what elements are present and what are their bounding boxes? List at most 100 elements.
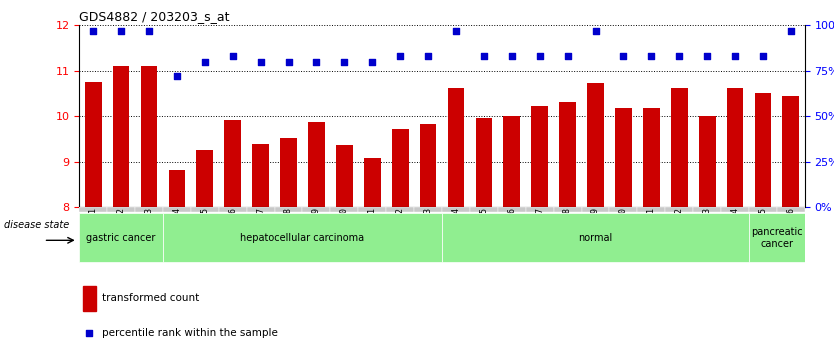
Point <box>394 53 407 59</box>
Bar <box>85 82 102 207</box>
FancyBboxPatch shape <box>107 207 135 212</box>
FancyBboxPatch shape <box>581 207 610 212</box>
Text: GSM1200303: GSM1200303 <box>424 207 433 257</box>
FancyBboxPatch shape <box>191 207 219 212</box>
Point <box>87 28 100 34</box>
Bar <box>113 66 129 207</box>
FancyBboxPatch shape <box>79 207 107 212</box>
FancyBboxPatch shape <box>637 207 666 212</box>
Text: disease state: disease state <box>4 220 69 230</box>
Bar <box>141 66 158 207</box>
Text: transformed count: transformed count <box>103 293 199 303</box>
Text: GSM1200300: GSM1200300 <box>339 207 349 257</box>
FancyBboxPatch shape <box>470 207 498 212</box>
Point <box>616 53 630 59</box>
Point <box>728 53 741 59</box>
Text: GSM1200294: GSM1200294 <box>173 207 182 257</box>
Point <box>143 28 156 34</box>
Point <box>784 28 797 34</box>
FancyBboxPatch shape <box>777 207 805 212</box>
Bar <box>699 116 716 207</box>
Bar <box>615 108 632 207</box>
Point <box>701 53 714 59</box>
FancyBboxPatch shape <box>442 213 749 262</box>
Text: hepatocellular carcinoma: hepatocellular carcinoma <box>240 233 364 243</box>
Bar <box>280 138 297 207</box>
Text: GSM1200301: GSM1200301 <box>368 207 377 257</box>
Bar <box>782 96 799 207</box>
Bar <box>83 286 96 310</box>
FancyBboxPatch shape <box>274 207 303 212</box>
Point <box>338 59 351 65</box>
Text: GSM1200309: GSM1200309 <box>591 207 600 257</box>
Bar <box>224 120 241 207</box>
Text: GSM1200308: GSM1200308 <box>563 207 572 257</box>
Text: GDS4882 / 203203_s_at: GDS4882 / 203203_s_at <box>79 10 229 23</box>
FancyBboxPatch shape <box>721 207 749 212</box>
FancyBboxPatch shape <box>163 213 442 262</box>
FancyBboxPatch shape <box>498 207 525 212</box>
Text: GSM1200312: GSM1200312 <box>675 207 684 257</box>
FancyBboxPatch shape <box>303 207 330 212</box>
Text: GSM1200293: GSM1200293 <box>144 207 153 257</box>
FancyBboxPatch shape <box>414 207 442 212</box>
FancyBboxPatch shape <box>163 207 191 212</box>
Bar <box>726 88 743 207</box>
Bar <box>587 83 604 207</box>
Text: GSM1200291: GSM1200291 <box>88 207 98 257</box>
Point <box>114 28 128 34</box>
Text: percentile rank within the sample: percentile rank within the sample <box>103 328 279 338</box>
FancyBboxPatch shape <box>525 207 554 212</box>
Bar <box>364 158 380 207</box>
Bar <box>448 88 465 207</box>
FancyBboxPatch shape <box>442 207 470 212</box>
FancyBboxPatch shape <box>749 207 777 212</box>
FancyBboxPatch shape <box>666 207 693 212</box>
Text: GSM1200306: GSM1200306 <box>507 207 516 257</box>
Bar <box>560 102 576 207</box>
Point <box>477 53 490 59</box>
Bar <box>420 124 436 207</box>
Text: GSM1200296: GSM1200296 <box>229 207 237 257</box>
Text: normal: normal <box>579 233 613 243</box>
Point <box>421 53 435 59</box>
Bar <box>671 88 687 207</box>
Point <box>282 59 295 65</box>
Point <box>198 59 212 65</box>
Point <box>83 330 96 336</box>
Point <box>450 28 463 34</box>
Point <box>589 28 602 34</box>
Bar <box>336 145 353 207</box>
Bar <box>643 108 660 207</box>
Bar <box>475 118 492 207</box>
FancyBboxPatch shape <box>359 207 386 212</box>
FancyBboxPatch shape <box>330 207 359 212</box>
Text: GSM1200314: GSM1200314 <box>731 207 740 257</box>
FancyBboxPatch shape <box>554 207 581 212</box>
FancyBboxPatch shape <box>135 207 163 212</box>
Point <box>645 53 658 59</box>
Text: GSM1200305: GSM1200305 <box>480 207 489 257</box>
Bar <box>504 116 520 207</box>
Point <box>309 59 323 65</box>
Text: GSM1200297: GSM1200297 <box>256 207 265 257</box>
FancyBboxPatch shape <box>247 207 274 212</box>
Point <box>170 73 183 79</box>
Bar <box>392 129 409 207</box>
Text: gastric cancer: gastric cancer <box>87 233 156 243</box>
Bar <box>755 93 771 207</box>
Text: pancreatic
cancer: pancreatic cancer <box>751 227 802 249</box>
FancyBboxPatch shape <box>386 207 414 212</box>
Point <box>533 53 546 59</box>
Text: GSM1200307: GSM1200307 <box>535 207 545 257</box>
Text: GSM1200295: GSM1200295 <box>200 207 209 257</box>
Point <box>254 59 267 65</box>
Text: GSM1200311: GSM1200311 <box>647 207 656 257</box>
Bar <box>308 122 324 207</box>
Point <box>756 53 770 59</box>
Text: GSM1200310: GSM1200310 <box>619 207 628 257</box>
Bar <box>168 170 185 207</box>
FancyBboxPatch shape <box>79 213 163 262</box>
Text: GSM1200299: GSM1200299 <box>312 207 321 257</box>
Bar <box>252 144 269 207</box>
